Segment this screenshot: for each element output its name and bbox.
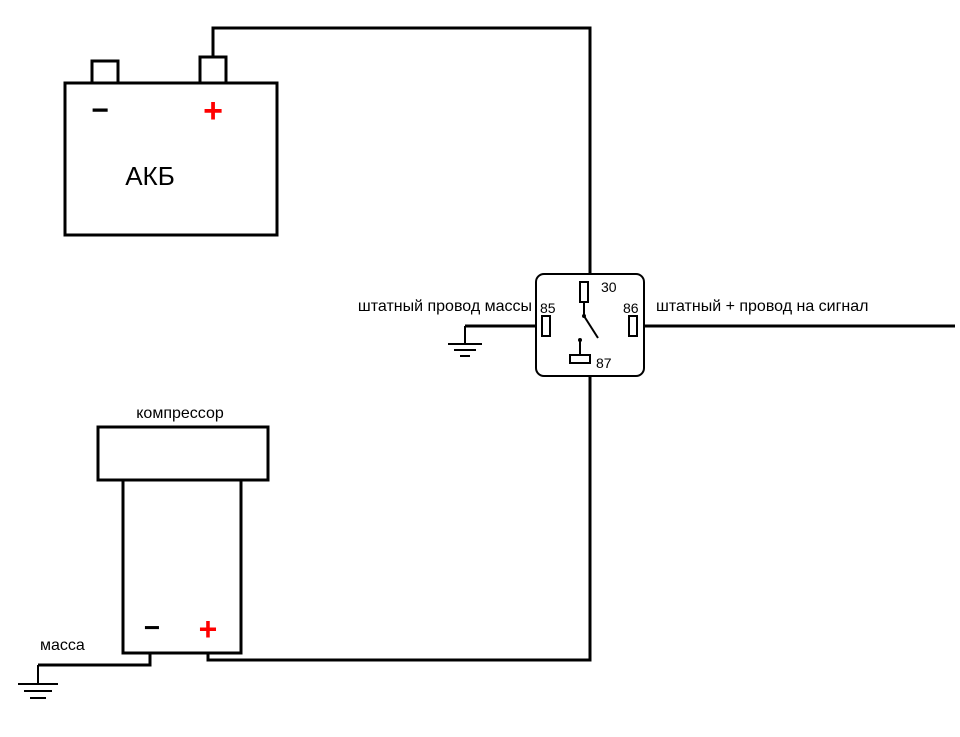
ground-symbol-relay — [448, 326, 482, 356]
relay: 30 85 86 87 — [536, 274, 644, 376]
compressor-top — [98, 427, 268, 480]
ground-label: масса — [40, 637, 85, 654]
relay-pin-86-label: 86 — [623, 300, 639, 316]
relay-pin-87 — [570, 355, 590, 363]
compressor-minus: − — [144, 612, 160, 643]
wire-label-left: штатный провод массы — [358, 298, 532, 315]
battery-label: АКБ — [125, 161, 175, 191]
relay-internal-dot1 — [582, 314, 586, 318]
wire-relay-to-compressor — [208, 376, 590, 660]
wire-compressor-ground — [38, 653, 150, 665]
compressor-body — [123, 480, 241, 653]
relay-pin-30-label: 30 — [601, 279, 617, 295]
relay-pin-87-label: 87 — [596, 355, 612, 371]
compressor-label: компрессор — [136, 405, 224, 422]
relay-pin-30 — [580, 282, 588, 302]
relay-pin-86 — [629, 316, 637, 336]
battery-terminal-pos — [200, 57, 226, 83]
battery: − + АКБ — [65, 57, 277, 235]
relay-internal-dot2 — [578, 338, 582, 342]
ground-symbol-compressor — [18, 665, 58, 698]
battery-terminal-neg — [92, 61, 118, 83]
wire-battery-to-relay — [213, 28, 590, 274]
relay-pin-85-label: 85 — [540, 300, 556, 316]
wire-label-right: штатный + провод на сигнал — [656, 298, 869, 315]
battery-minus: − — [91, 94, 109, 127]
relay-pin-85 — [542, 316, 550, 336]
battery-plus: + — [203, 92, 223, 130]
compressor-plus: + — [199, 611, 218, 647]
compressor: компрессор − + — [98, 405, 268, 653]
